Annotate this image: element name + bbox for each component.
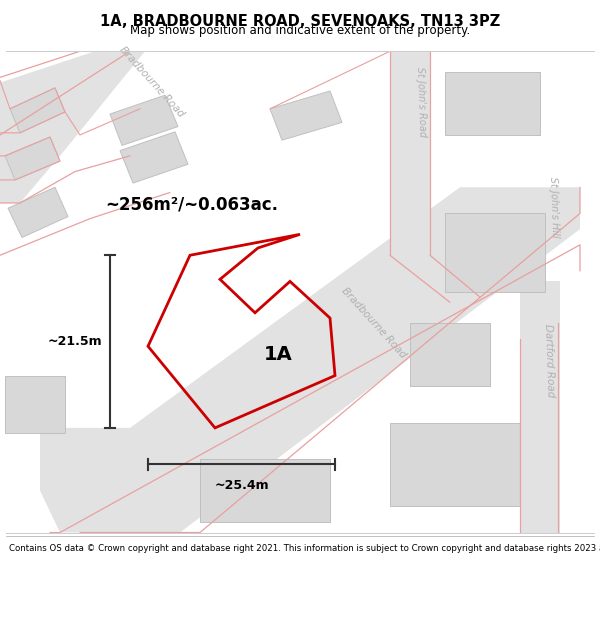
Text: Contains OS data © Crown copyright and database right 2021. This information is : Contains OS data © Crown copyright and d… (9, 544, 600, 552)
Text: ~25.4m: ~25.4m (214, 479, 269, 492)
Polygon shape (445, 72, 540, 135)
Polygon shape (8, 188, 68, 238)
Polygon shape (5, 376, 65, 433)
Text: Bradbourne Road: Bradbourne Road (340, 286, 409, 360)
Text: Map shows position and indicative extent of the property.: Map shows position and indicative extent… (130, 24, 470, 37)
Polygon shape (200, 459, 330, 522)
Polygon shape (410, 323, 490, 386)
Text: St John's Road: St John's Road (415, 67, 427, 138)
Polygon shape (40, 188, 580, 532)
Polygon shape (445, 213, 545, 292)
Polygon shape (120, 132, 188, 183)
Polygon shape (5, 137, 60, 180)
Polygon shape (390, 422, 520, 506)
Text: ~21.5m: ~21.5m (47, 335, 102, 348)
Text: Bradbourne Road: Bradbourne Road (118, 45, 187, 119)
Text: 1A, BRADBOURNE ROAD, SEVENOAKS, TN13 3PZ: 1A, BRADBOURNE ROAD, SEVENOAKS, TN13 3PZ (100, 14, 500, 29)
Text: 1A: 1A (263, 345, 292, 364)
Text: Dartford Road: Dartford Road (543, 323, 556, 397)
Polygon shape (110, 95, 178, 146)
Polygon shape (10, 88, 65, 133)
Polygon shape (390, 51, 430, 261)
Polygon shape (520, 281, 560, 532)
Polygon shape (0, 51, 145, 203)
Text: ~256m²/~0.063ac.: ~256m²/~0.063ac. (105, 196, 278, 213)
Text: St John's Hill: St John's Hill (548, 177, 560, 238)
Polygon shape (270, 91, 342, 140)
